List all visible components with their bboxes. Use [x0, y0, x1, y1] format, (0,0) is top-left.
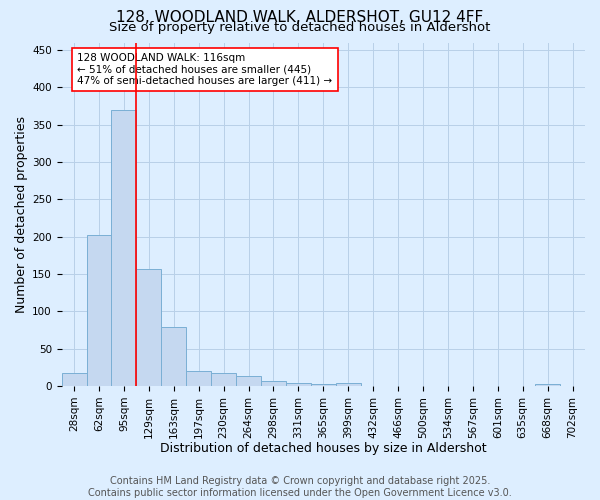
Text: 128, WOODLAND WALK, ALDERSHOT, GU12 4FF: 128, WOODLAND WALK, ALDERSHOT, GU12 4FF: [116, 10, 484, 25]
Bar: [236, 376, 261, 386]
Text: 128 WOODLAND WALK: 116sqm
← 51% of detached houses are smaller (445)
47% of semi: 128 WOODLAND WALK: 116sqm ← 51% of detac…: [77, 53, 332, 86]
Y-axis label: Number of detached properties: Number of detached properties: [15, 116, 28, 312]
Bar: [112, 110, 136, 386]
Text: Size of property relative to detached houses in Aldershot: Size of property relative to detached ho…: [109, 21, 491, 34]
Bar: [211, 372, 236, 386]
X-axis label: Distribution of detached houses by size in Aldershot: Distribution of detached houses by size …: [160, 442, 487, 455]
Bar: [286, 383, 311, 386]
Text: Contains HM Land Registry data © Crown copyright and database right 2025.
Contai: Contains HM Land Registry data © Crown c…: [88, 476, 512, 498]
Bar: [161, 327, 186, 386]
Bar: [62, 372, 86, 386]
Bar: [535, 384, 560, 386]
Bar: [186, 371, 211, 386]
Bar: [86, 235, 112, 386]
Bar: [311, 384, 336, 386]
Bar: [261, 381, 286, 386]
Bar: [336, 383, 361, 386]
Bar: [136, 269, 161, 386]
